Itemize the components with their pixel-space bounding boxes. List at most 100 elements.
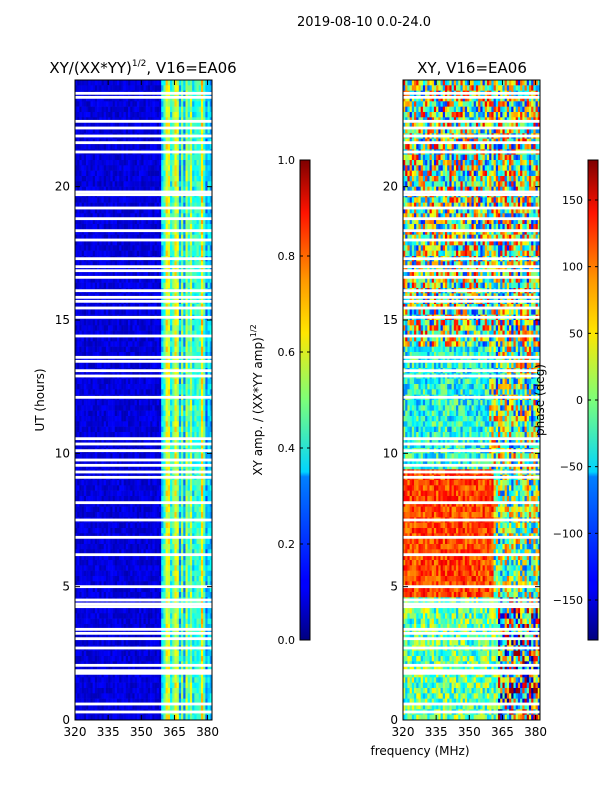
amp-heatmap-cell: [141, 405, 144, 411]
amp-heatmap-cell: [196, 234, 200, 241]
amp-heatmap-cell: [132, 506, 135, 513]
amp-heatmap-cell: [152, 112, 155, 118]
amp-heatmap-cell: [158, 410, 162, 417]
amp-heatmap-cell: [192, 330, 195, 337]
amp-heatmap-cell: [150, 389, 153, 395]
amp-heatmap-cell: [172, 416, 175, 422]
amp-heatmap-cell: [156, 325, 160, 331]
amp-heatmap-cell: [178, 490, 182, 497]
amp-heatmap-cell: [141, 250, 144, 257]
amp-heatmap-cell: [181, 330, 184, 337]
amp-heatmap-cell: [108, 101, 111, 107]
amp-heatmap-cell: [170, 421, 173, 427]
amp-heatmap-cell: [123, 496, 127, 502]
amp-heatmap-cell: [86, 245, 89, 251]
amp-heatmap-cell: [130, 106, 133, 113]
amp-heatmap-cell: [165, 421, 169, 427]
amp-heatmap-cell: [163, 490, 166, 497]
amp-heatmap-cell: [88, 101, 91, 107]
amp-heatmap-cell: [194, 330, 197, 337]
amp-heatmap-cell: [136, 106, 140, 113]
amp-heatmap-cell: [147, 320, 151, 326]
amp-heatmap-cell: [198, 309, 202, 315]
amp-heatmap-cell: [209, 112, 213, 118]
amp-heatmap-cell: [152, 122, 155, 129]
amp-heatmap-cell: [178, 352, 182, 358]
amp-heatmap-cell: [194, 96, 197, 102]
amp-heatmap-cell: [110, 154, 113, 161]
amp-heatmap-cell: [123, 490, 127, 497]
amp-heatmap-cell: [81, 496, 85, 502]
amp-heatmap-cell: [176, 106, 180, 113]
amp-heatmap-cell: [207, 229, 211, 235]
amp-heatmap-cell: [75, 96, 78, 102]
amp-heatmap-cell: [181, 208, 184, 214]
amp-heatmap-cell: [77, 122, 80, 129]
amp-heatmap-cell: [139, 336, 142, 342]
amp-heatmap-cell: [209, 186, 213, 193]
amp-heatmap-cell: [77, 277, 80, 283]
amp-heatmap-cell: [200, 346, 204, 353]
amp-heatmap-cell: [152, 218, 155, 225]
amp-heatmap-cell: [123, 453, 127, 459]
amp-heatmap-cell: [97, 96, 100, 102]
amp-heatmap-cell: [163, 250, 166, 257]
amp-heatmap-cell: [172, 405, 175, 411]
amp-heatmap-cell: [136, 410, 140, 417]
amp-heatmap-cell: [99, 234, 102, 241]
amp-heatmap-cell: [145, 341, 149, 347]
amp-heatmap-cell: [99, 453, 102, 459]
amp-heatmap-cell: [83, 362, 87, 369]
amp-heatmap-cell: [83, 426, 87, 433]
amp-heatmap-cell: [94, 426, 98, 433]
amp-heatmap-cell: [92, 144, 96, 150]
amp-heatmap-cell: [139, 416, 142, 422]
amp-heatmap-cell: [207, 405, 211, 411]
amp-heatmap-cell: [194, 218, 197, 225]
amp-heatmap-cell: [176, 128, 180, 134]
amp-heatmap-cell: [187, 405, 191, 411]
amp-heatmap-cell: [205, 261, 208, 267]
amp-heatmap-cell: [170, 496, 173, 502]
amp-heatmap-cell: [152, 160, 155, 166]
amp-heatmap-cell: [110, 144, 113, 150]
amp-heatmap-cell: [83, 309, 87, 315]
amp-heatmap-cell: [92, 309, 96, 315]
amp-heatmap-cell: [119, 245, 122, 251]
amp-heatmap-cell: [125, 85, 129, 91]
amp-heatmap-cell: [139, 277, 142, 283]
amp-heatmap-cell: [121, 218, 124, 225]
amp-heatmap-cell: [167, 485, 171, 491]
amp-heatmap-cell: [207, 437, 211, 443]
amp-heatmap-cell: [125, 336, 129, 342]
amp-heatmap-cell: [143, 234, 147, 241]
amp-heatmap-cell: [147, 202, 151, 209]
amp-heatmap-cell: [176, 245, 180, 251]
amp-heatmap-cell: [132, 122, 135, 129]
amp-heatmap-cell: [196, 176, 200, 182]
amp-heatmap-cell: [92, 453, 96, 459]
amp-heatmap-cell: [196, 197, 200, 203]
amp-heatmap-cell: [81, 122, 85, 129]
amp-heatmap-cell: [174, 405, 177, 411]
amp-heatmap-cell: [198, 378, 202, 385]
amp-heatmap-cell: [128, 202, 131, 209]
amp-heatmap-cell: [101, 202, 105, 209]
amp-heatmap-cell: [94, 485, 98, 491]
amp-heatmap-cell: [94, 320, 98, 326]
amp-heatmap-cell: [196, 400, 200, 406]
amp-heatmap-cell: [161, 421, 164, 427]
amp-heatmap-cell: [145, 197, 149, 203]
amp-heatmap-cell: [152, 501, 155, 507]
amp-heatmap-cell: [121, 277, 124, 283]
amp-heatmap-cell: [183, 341, 186, 347]
amp-heatmap-cell: [112, 341, 116, 347]
amp-heatmap-cell: [125, 101, 129, 107]
amp-heatmap-cell: [90, 197, 93, 203]
amp-heatmap-cell: [156, 181, 160, 187]
amp-heatmap-cell: [79, 272, 82, 278]
amp-heatmap-cell: [207, 106, 211, 113]
amp-heatmap-cell: [81, 229, 85, 235]
amp-heatmap-cell: [198, 330, 202, 337]
amp-heatmap-cell: [130, 341, 133, 347]
